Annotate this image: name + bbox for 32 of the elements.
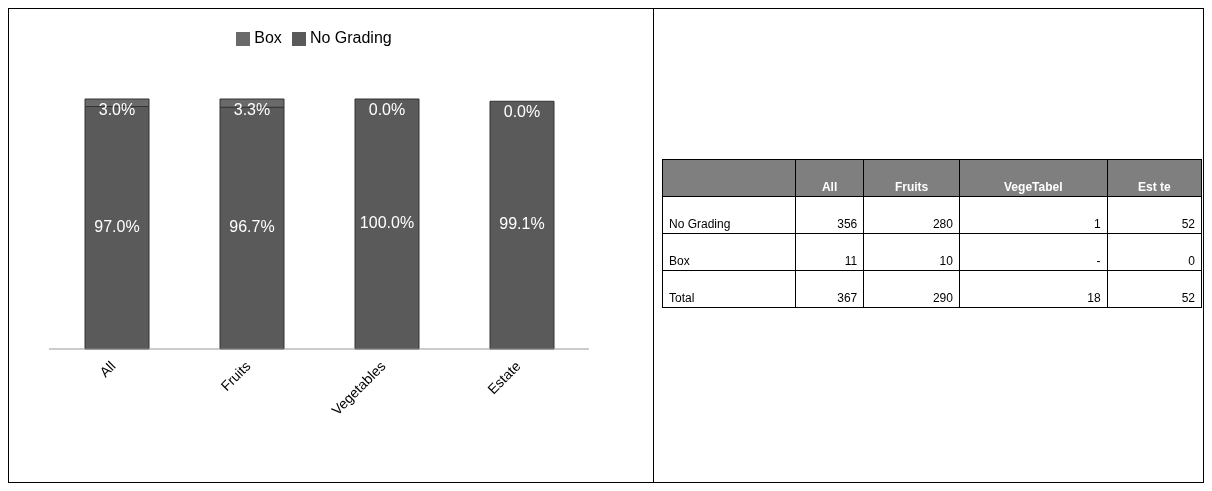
category-label: No Grading: [669, 217, 731, 231]
text: 1: [1093, 217, 1101, 231]
data-label: 3.3%: [233, 101, 271, 119]
bar: [489, 100, 555, 350]
category-label: Box: [669, 254, 690, 268]
text: 356: [837, 217, 858, 231]
text: 11: [844, 254, 858, 268]
bar: [354, 98, 420, 350]
data-label: 96.7%: [229, 218, 275, 236]
text: 52: [1181, 291, 1196, 305]
category-label: All: [795, 159, 864, 197]
data-label: 97.0%: [94, 217, 140, 235]
text: 0: [1188, 254, 1196, 268]
text: 52: [1181, 217, 1196, 231]
text: 18: [1087, 291, 1101, 305]
data-label: 3.0%: [98, 101, 136, 119]
data-label: 0.0%: [368, 101, 406, 119]
x-tick-label: All: [96, 357, 119, 381]
category-label: Total: [669, 291, 695, 305]
text: 10: [939, 254, 953, 268]
text: -: [1096, 254, 1101, 268]
legend-label: No Grading: [309, 29, 392, 46]
text: 367: [837, 291, 858, 305]
data-label: 100.0%: [359, 214, 415, 232]
category-label: VegeTabel: [959, 159, 1108, 197]
data-label: 0.0%: [503, 103, 541, 121]
category-label: Est te: [1107, 159, 1202, 197]
legend-label: Box: [254, 29, 282, 46]
text: 290: [932, 291, 953, 305]
data-label: 99.1%: [499, 215, 545, 233]
text: 280: [932, 217, 953, 231]
category-label: Fruits: [863, 159, 960, 197]
